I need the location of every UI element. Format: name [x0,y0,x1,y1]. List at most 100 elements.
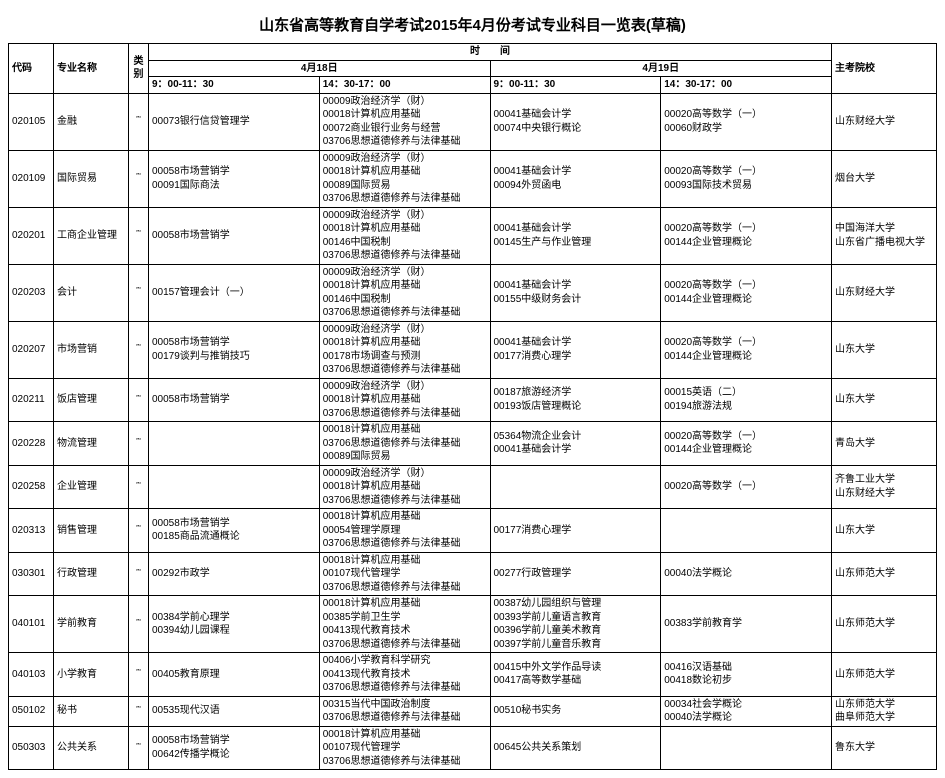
cell-school: 山东师范大学 [832,596,937,653]
table-row: 050102秘书῭00535现代汉语00315当代中国政治制度 03706思想道… [9,696,937,726]
cell-d2pm [661,509,832,553]
table-row: 040103小学教育῭00405教育原理00406小学教育科学研究 00413现… [9,653,937,697]
cell-school: 鲁东大学 [832,726,937,770]
cell-d1pm: 00009政治经济学（财） 00018计算机应用基础 00089国际贸易 037… [319,150,490,207]
cell-school: 山东大学 [832,321,937,378]
cell-d2am: 00645公共关系策划 [490,726,661,770]
cell-code: 030301 [9,552,54,596]
cell-type-icon: ῭ [129,726,149,770]
cell-d1pm: 00009政治经济学（财） 00018计算机应用基础 03706思想道德修养与法… [319,465,490,509]
cell-type-icon: ῭ [129,378,149,422]
cell-code: 040101 [9,596,54,653]
cell-d1am: 00405教育原理 [149,653,320,697]
cell-d1am: 00535现代汉语 [149,696,320,726]
cell-d2pm: 00416汉语基础 00418数论初步 [661,653,832,697]
cell-name: 公共关系 [54,726,129,770]
page-title: 山东省高等教育自学考试2015年4月份考试专业科目一览表(草稿) [8,8,937,43]
cell-d1pm: 00406小学教育科学研究 00413现代教育技术 03706思想道德修养与法律… [319,653,490,697]
cell-name: 国际贸易 [54,150,129,207]
cell-d1am: 00384学前心理学 00394幼儿园课程 [149,596,320,653]
cell-name: 企业管理 [54,465,129,509]
cell-code: 020109 [9,150,54,207]
cell-name: 会计 [54,264,129,321]
cell-name: 市场营销 [54,321,129,378]
cell-d2pm: 00020高等数学（一） 00144企业管理概论 [661,422,832,466]
cell-d1pm: 00009政治经济学（财） 00018计算机应用基础 03706思想道德修养与法… [319,378,490,422]
cell-d1pm: 00009政治经济学（财） 00018计算机应用基础 00146中国税制 037… [319,207,490,264]
cell-school: 山东师范大学 [832,552,937,596]
cell-d2pm: 00034社会学概论 00040法学概论 [661,696,832,726]
cell-d2am: 00041基础会计学 00074中央银行概论 [490,93,661,150]
cell-code: 020211 [9,378,54,422]
cell-d1am: 00058市场营销学 00091国际商法 [149,150,320,207]
cell-d1pm: 00018计算机应用基础 00385学前卫生学 00413现代教育技术 0370… [319,596,490,653]
cell-school: 山东师范大学 曲阜师范大学 [832,696,937,726]
cell-code: 020258 [9,465,54,509]
cell-name: 工商企业管理 [54,207,129,264]
table-row: 020201工商企业管理῭00058市场营销学00009政治经济学（财） 000… [9,207,937,264]
cell-d1pm: 00018计算机应用基础 03706思想道德修养与法律基础 00089国际贸易 [319,422,490,466]
cell-d2pm: 00020高等数学（一） 00144企业管理概论 [661,321,832,378]
table-row: 040101学前教育῭00384学前心理学 00394幼儿园课程00018计算机… [9,596,937,653]
cell-school: 山东大学 [832,378,937,422]
cell-d1pm: 00009政治经济学（财） 00018计算机应用基础 00146中国税制 037… [319,264,490,321]
cell-d1am [149,422,320,466]
cell-d1am: 00157管理会计（一） [149,264,320,321]
cell-d2am: 00415中外文学作品导读 00417高等数学基础 [490,653,661,697]
cell-d1pm: 00018计算机应用基础 00054管理学原理 03706思想道德修养与法律基础 [319,509,490,553]
cell-d1am: 00058市场营销学 00185商品流通概论 [149,509,320,553]
cell-code: 020313 [9,509,54,553]
cell-school: 山东师范大学 [832,653,937,697]
cell-school: 烟台大学 [832,150,937,207]
table-row: 020109国际贸易῭00058市场营销学 00091国际商法00009政治经济… [9,150,937,207]
cell-type-icon: ῭ [129,207,149,264]
table-row: 050303公共关系῭00058市场营销学 00642传播学概论00018计算机… [9,726,937,770]
cell-d2am: 00041基础会计学 00177消费心理学 [490,321,661,378]
cell-type-icon: ῭ [129,150,149,207]
cell-type-icon: ῭ [129,422,149,466]
cell-code: 020203 [9,264,54,321]
cell-d2pm: 00020高等数学（一） 00144企业管理概论 [661,207,832,264]
header-name: 专业名称 [54,44,129,94]
cell-d1pm: 00009政治经济学（财） 00018计算机应用基础 00178市场调查与预测 … [319,321,490,378]
cell-d2pm: 00020高等数学（一） 00144企业管理概论 [661,264,832,321]
header-d1-pm: 14：30-17：00 [319,77,490,94]
cell-d1pm: 00009政治经济学（财） 00018计算机应用基础 00072商业银行业务与经… [319,93,490,150]
cell-name: 饭店管理 [54,378,129,422]
cell-d2am: 05364物流企业会计 00041基础会计学 [490,422,661,466]
cell-d2am: 00041基础会计学 00155中级财务会计 [490,264,661,321]
cell-d2pm: 00020高等数学（一） 00093国际技术贸易 [661,150,832,207]
table-row: 020258企业管理῭ 00009政治经济学（财） 00018计算机应用基础 03… [9,465,937,509]
cell-d2pm: 00020高等数学（一） [661,465,832,509]
cell-code: 020207 [9,321,54,378]
cell-d1am [149,465,320,509]
cell-name: 行政管理 [54,552,129,596]
cell-d2am: 00041基础会计学 00094外贸函电 [490,150,661,207]
cell-d2pm [661,726,832,770]
cell-type-icon: ῭ [129,465,149,509]
cell-d1am: 00058市场营销学 [149,207,320,264]
cell-code: 020105 [9,93,54,150]
cell-d2am: 00177消费心理学 [490,509,661,553]
cell-d2am: 00510秘书实务 [490,696,661,726]
cell-code: 020228 [9,422,54,466]
cell-type-icon: ῭ [129,596,149,653]
cell-d1am: 00058市场营销学 [149,378,320,422]
cell-code: 050102 [9,696,54,726]
table-row: 020313销售管理῭00058市场营销学 00185商品流通概论00018计算… [9,509,937,553]
table-row: 020211饭店管理῭00058市场营销学00009政治经济学（财） 00018… [9,378,937,422]
cell-d1pm: 00018计算机应用基础 00107现代管理学 03706思想道德修养与法律基础 [319,726,490,770]
subjects-table: 代码 专业名称 类别 时 间 主考院校 4月18日 4月19日 9：00-11：… [8,43,937,770]
cell-type-icon: ῭ [129,653,149,697]
table-row: 020203会计῭00157管理会计（一）00009政治经济学（财） 00018… [9,264,937,321]
cell-d1pm: 00018计算机应用基础 00107现代管理学 03706思想道德修养与法律基础 [319,552,490,596]
cell-type-icon: ῭ [129,321,149,378]
cell-code: 050303 [9,726,54,770]
cell-d2pm: 00015英语（二） 00194旅游法规 [661,378,832,422]
cell-school: 中国海洋大学 山东省广播电视大学 [832,207,937,264]
cell-name: 小学教育 [54,653,129,697]
cell-d2pm: 00383学前教育学 [661,596,832,653]
cell-type-icon: ῭ [129,509,149,553]
header-code: 代码 [9,44,54,94]
cell-d2am: 00041基础会计学 00145生产与作业管理 [490,207,661,264]
